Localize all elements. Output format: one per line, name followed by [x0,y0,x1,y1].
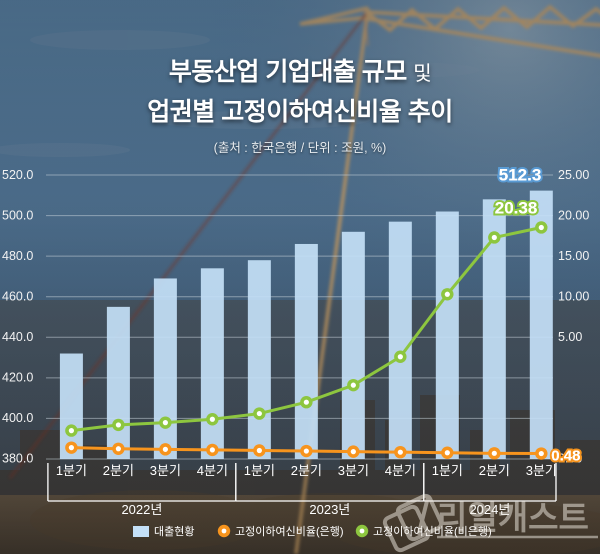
svg-text:2023년: 2023년 [309,502,350,517]
svg-text:20.00: 20.00 [558,209,589,223]
svg-text:520.0: 520.0 [2,168,33,182]
svg-text:380.0: 380.0 [2,452,33,466]
svg-text:4분기: 4분기 [197,463,228,478]
svg-text:1분기: 1분기 [244,463,275,478]
svg-text:10.00: 10.00 [558,290,589,304]
svg-text:480.0: 480.0 [2,249,33,263]
svg-text:2분기: 2분기 [479,463,510,478]
svg-text:1분기: 1분기 [432,463,463,478]
svg-text:리얼캐스트: 리얼캐스트 [437,499,589,536]
svg-text:0.48: 0.48 [551,448,580,465]
svg-text:3분기: 3분기 [338,463,369,478]
svg-text:15.00: 15.00 [558,249,589,263]
svg-text:440.0: 440.0 [2,330,33,344]
svg-text:2분기: 2분기 [291,463,322,478]
svg-text:20.38: 20.38 [495,198,538,217]
svg-text:460.0: 460.0 [2,290,33,304]
svg-text:3분기: 3분기 [150,463,181,478]
svg-text:420.0: 420.0 [2,371,33,385]
svg-text:고정이하여신비율(은행): 고정이하여신비율(은행) [235,524,344,538]
svg-text:3분기: 3분기 [526,463,557,478]
svg-text:400.0: 400.0 [2,411,33,425]
svg-text:25.00: 25.00 [558,168,589,182]
svg-text:2분기: 2분기 [103,463,134,478]
svg-text:1분기: 1분기 [56,463,87,478]
svg-text:512.3: 512.3 [499,166,542,185]
svg-text:500.0: 500.0 [2,209,33,223]
svg-text:대출현황: 대출현황 [154,525,194,538]
svg-text:2022년: 2022년 [121,502,162,517]
svg-text:5.00: 5.00 [558,330,582,344]
svg-text:4분기: 4분기 [385,463,416,478]
